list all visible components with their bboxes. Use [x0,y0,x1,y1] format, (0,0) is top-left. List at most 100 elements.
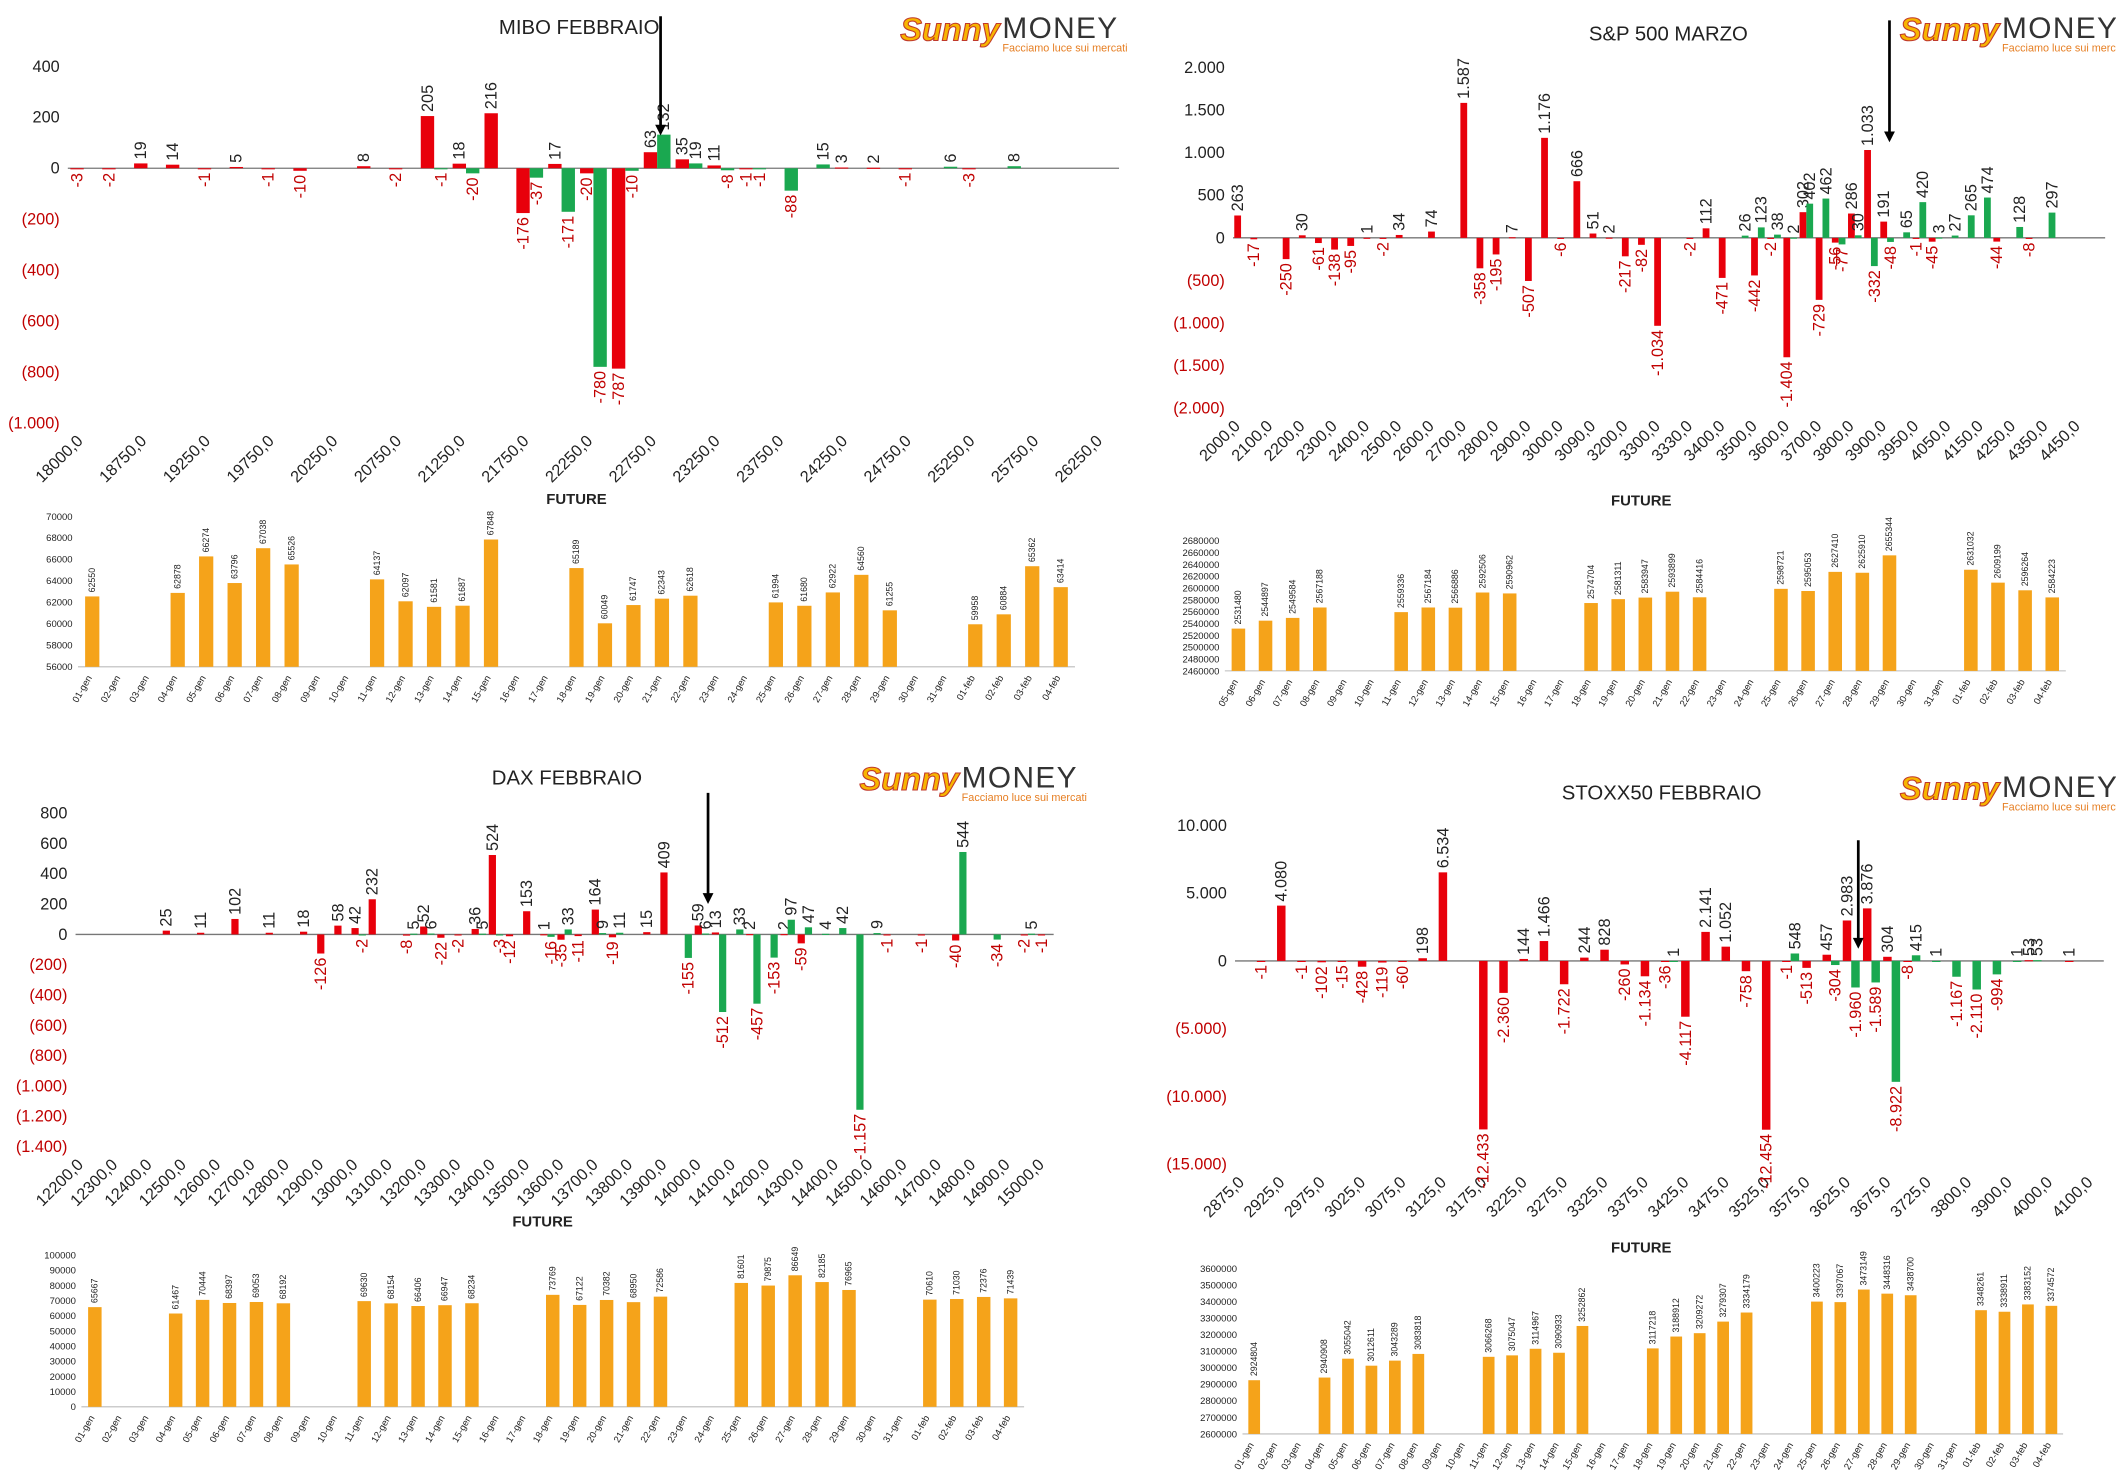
bar [1815,237,1823,300]
y-tick-label: 60000 [46,619,72,630]
x-tick-label: 03-feb [1012,674,1035,703]
bar [1298,235,1306,238]
value-label: 66274 [201,528,211,553]
bar [1681,960,1690,1017]
bar [701,933,710,935]
bar [293,168,307,171]
value-label: 198 [1414,927,1432,954]
x-tick-label: 12-gen [369,1414,393,1445]
x-tick-label: 27-gen [773,1414,797,1445]
value-label: -16 [542,941,560,965]
x-tick-label: 24250,0 [797,432,851,486]
bar [168,1313,183,1407]
bar [1811,1301,1823,1434]
logo-sunny: Sunny [900,12,1001,48]
bar [873,933,881,935]
bar [1717,1321,1729,1434]
value-label: 81601 [736,1254,746,1279]
value-label: -61 [1310,247,1328,271]
y-tick-label: 3000000 [1200,1363,1237,1374]
value-label: -60 [1394,966,1412,990]
value-label: -77 [1833,248,1851,272]
bar [1740,1312,1753,1434]
value-label: 3338911 [1999,1274,2009,1308]
bar [1315,237,1322,244]
value-label: 409 [655,841,673,868]
value-label: -56 [1827,247,1845,271]
bar [2024,960,2034,962]
bar [1838,237,1846,245]
bar [787,919,795,935]
x-tick-label: 03-gen [1279,1441,1303,1472]
bar [483,539,499,667]
value-label: 2609199 [1993,544,2003,578]
value-label: 3012611 [1366,1328,1376,1362]
value-label: -1.134 [1636,980,1654,1026]
bar [1448,607,1463,671]
y-tick-label: 400 [33,58,60,76]
chart-title: S&P 500 MARZO [1589,24,1748,46]
bar [597,623,613,667]
x-tick-label: 20-gen [585,1414,609,1445]
value-label: 420 [1914,171,1932,198]
logo-tagline: Facciamo luce sui mercati [2002,43,2116,55]
x-tick-label: 15-gen [1488,678,1512,709]
bar [1418,958,1427,961]
x-tick-label: 20750,0 [351,432,405,486]
value-label: -1 [196,173,214,187]
y-tick-label: (10.000) [1166,1088,1227,1106]
bar [660,872,668,935]
x-tick-label: 17-gen [526,674,550,705]
value-label: 25 [158,908,176,926]
value-label: 6.534 [1434,828,1452,869]
x-tick-label: 23250,0 [669,432,723,486]
x-tick-label: 06-gen [1350,1441,1374,1472]
value-label: 3114967 [1530,1311,1540,1345]
bar [1871,960,1880,983]
y-tick-label: 56000 [46,662,72,673]
value-label: 3043289 [1390,1322,1400,1356]
bar [357,1301,371,1407]
bar [1903,232,1911,238]
value-label: 263 [1229,184,1247,211]
y-tick-label: (1.000) [1173,314,1225,332]
value-label: 69630 [359,1272,369,1297]
value-label: 1 [1358,225,1376,234]
price-arrow-head [1884,131,1895,143]
value-label: 34 [1391,213,1409,231]
bar [834,167,849,169]
value-label: -471 [1714,282,1732,315]
y-tick-label: 2680000 [1182,536,1219,547]
bar [1589,233,1597,238]
bar [1992,960,2002,975]
x-tick-label: 20-gen [1624,678,1648,709]
value-label: 63 [642,130,660,148]
bar [284,564,299,667]
bar [1993,237,2001,242]
x-tick-label: 12-gen [1407,678,1431,709]
value-label: -176 [514,217,532,250]
bar [1502,593,1517,671]
value-label: -994 [1988,978,2006,1011]
chart-title: FUTURE [1611,1240,1672,1256]
value-label: 71030 [951,1270,961,1295]
bar [1421,607,1436,671]
value-label: -1 [1907,242,1925,256]
value-label: 2593899 [1667,553,1677,587]
value-label: 67122 [574,1276,584,1301]
bar [734,1282,749,1407]
x-tick-label: 01-feb [955,674,978,703]
value-label: 164 [587,878,605,905]
x-tick-label: 23-gen [1705,678,1729,709]
x-tick-label: 25250,0 [924,432,978,486]
y-tick-label: 2900000 [1200,1380,1237,1391]
value-label: -34 [989,944,1007,968]
bar [1911,955,1921,961]
bar [1741,235,1749,238]
bar [854,574,869,667]
x-tick-label: 2875,0 [1200,1173,1248,1221]
value-label: 62343 [657,570,667,595]
value-label: 73769 [547,1266,557,1291]
x-tick-label: 27-gen [811,674,835,705]
value-label: 2924804 [1249,1342,1259,1376]
